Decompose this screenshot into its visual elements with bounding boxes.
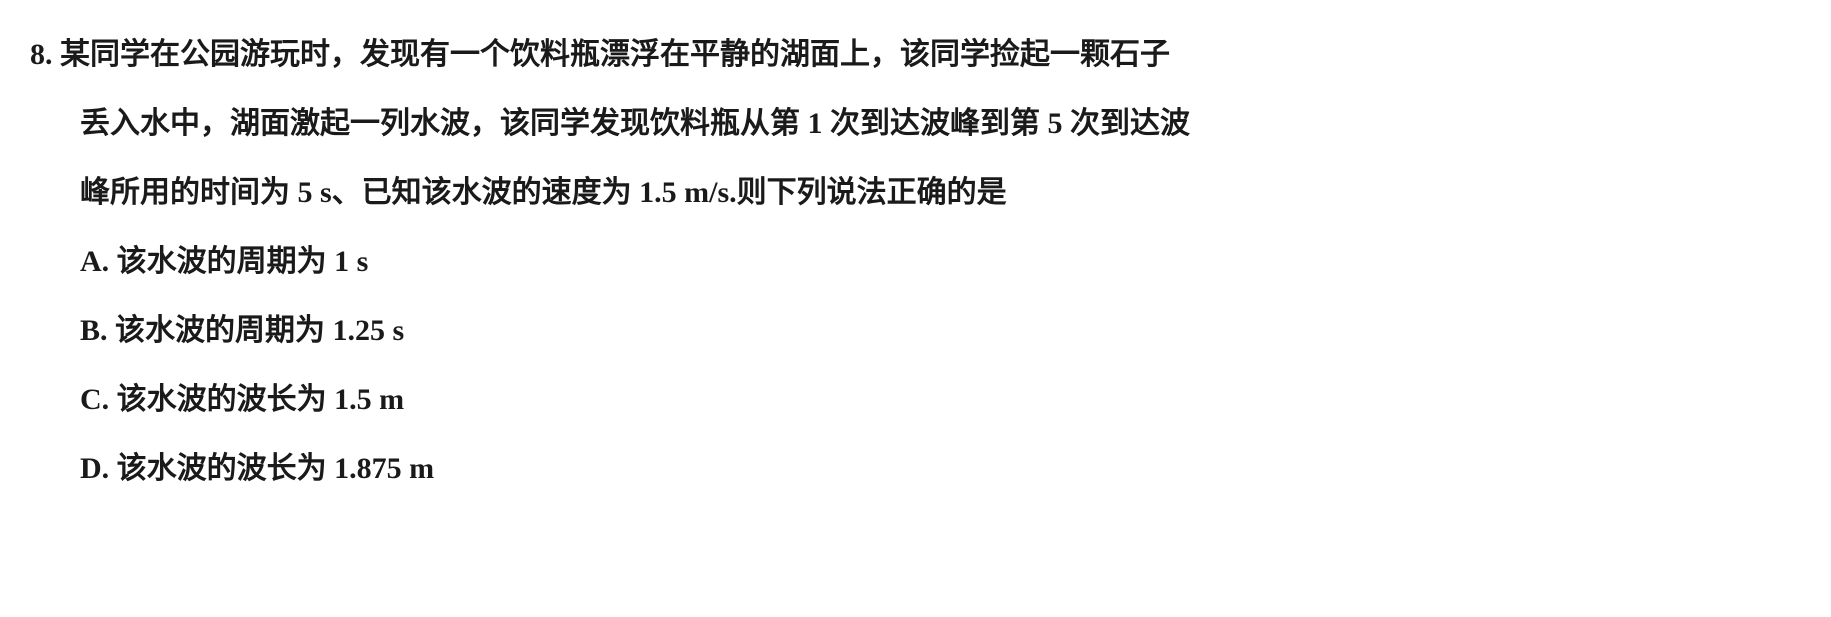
option-d: D. 该水波的波长为 1.875 m bbox=[80, 434, 1801, 503]
question-number: 8. bbox=[30, 38, 53, 71]
options-list: A. 该水波的周期为 1 s B. 该水波的周期为 1.25 s C. 该水波的… bbox=[30, 227, 1801, 503]
option-c: C. 该水波的波长为 1.5 m bbox=[80, 365, 1801, 434]
option-b: B. 该水波的周期为 1.25 s bbox=[80, 296, 1801, 365]
physics-question: 8. 某同学在公园游玩时，发现有一个饮料瓶漂浮在平静的湖面上，该同学捡起一颗石子… bbox=[30, 20, 1801, 503]
option-a: A. 该水波的周期为 1 s bbox=[80, 227, 1801, 296]
question-stem-block: 8. 某同学在公园游玩时，发现有一个饮料瓶漂浮在平静的湖面上，该同学捡起一颗石子… bbox=[30, 20, 1801, 227]
question-stem-line1: 某同学在公园游玩时，发现有一个饮料瓶漂浮在平静的湖面上，该同学捡起一颗石子 bbox=[60, 38, 1170, 71]
question-stem-line3: 峰所用的时间为 5 s、已知该水波的速度为 1.5 m/s.则下列说法正确的是 bbox=[30, 158, 1801, 227]
question-stem-line2: 丢入水中，湖面激起一列水波，该同学发现饮料瓶从第 1 次到达波峰到第 5 次到达… bbox=[30, 89, 1801, 158]
